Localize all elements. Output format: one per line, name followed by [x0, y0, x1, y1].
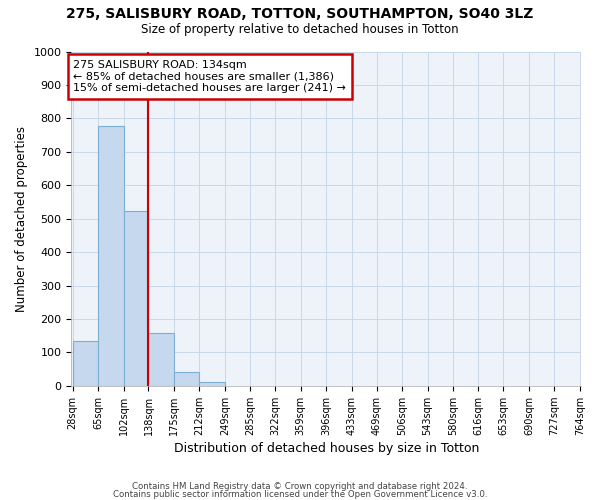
Bar	[174, 372, 199, 386]
Y-axis label: Number of detached properties: Number of detached properties	[15, 126, 28, 312]
Text: Contains public sector information licensed under the Open Government Licence v3: Contains public sector information licen…	[113, 490, 487, 499]
Bar	[98, 126, 124, 386]
Text: Size of property relative to detached houses in Totton: Size of property relative to detached ho…	[141, 22, 459, 36]
Text: Contains HM Land Registry data © Crown copyright and database right 2024.: Contains HM Land Registry data © Crown c…	[132, 482, 468, 491]
Bar	[124, 212, 148, 386]
Text: 275 SALISBURY ROAD: 134sqm
← 85% of detached houses are smaller (1,386)
15% of s: 275 SALISBURY ROAD: 134sqm ← 85% of deta…	[73, 60, 346, 93]
Bar	[199, 382, 225, 386]
Text: 275, SALISBURY ROAD, TOTTON, SOUTHAMPTON, SO40 3LZ: 275, SALISBURY ROAD, TOTTON, SOUTHAMPTON…	[67, 8, 533, 22]
Bar	[73, 342, 98, 386]
Bar	[148, 333, 174, 386]
X-axis label: Distribution of detached houses by size in Totton: Distribution of detached houses by size …	[173, 442, 479, 455]
